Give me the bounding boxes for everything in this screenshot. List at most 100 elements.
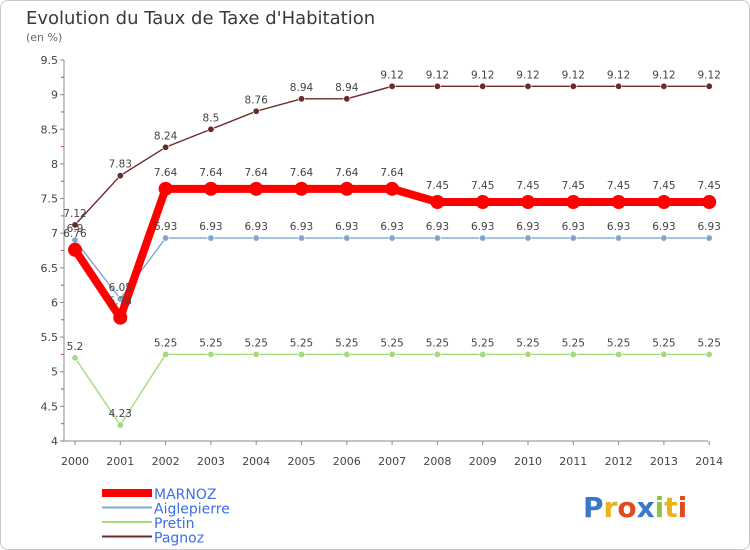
data-point-marnoz: [656, 195, 671, 210]
x-tick-label: 2008: [423, 455, 451, 468]
data-point-pretin: [71, 354, 79, 362]
data-label-pretin: 5.25: [607, 337, 630, 349]
data-label-pretin: 5.25: [516, 337, 539, 349]
data-label-pretin: 5.25: [380, 337, 403, 349]
data-point-pagnoz: [569, 82, 577, 90]
data-point-marnoz: [566, 195, 581, 210]
data-label-pagnoz: 9.12: [426, 69, 449, 81]
x-tick-label: 2000: [61, 455, 89, 468]
x-tick-label: 2013: [650, 455, 678, 468]
data-point-pretin: [207, 350, 215, 358]
data-label-pagnoz: 9.12: [380, 69, 403, 81]
data-point-aiglepierre: [252, 234, 260, 242]
data-point-pagnoz: [433, 82, 441, 90]
data-point-marnoz: [702, 195, 717, 210]
legend-label-marnoz: MARNOZ: [154, 487, 216, 503]
data-label-pretin: 5.25: [562, 337, 585, 349]
y-tick-label: 4: [51, 435, 58, 448]
series-line-aiglepierre: [74, 237, 710, 300]
data-label-aiglepierre: 6.93: [380, 221, 403, 233]
data-label-pagnoz: 9.12: [698, 69, 721, 81]
data-label-pretin: 4.23: [109, 408, 132, 420]
data-label-pagnoz: 8.94: [290, 82, 314, 94]
data-label-pretin: 5.25: [335, 337, 358, 349]
series-line-pretin: [74, 353, 710, 426]
data-label-aiglepierre: 6.93: [154, 221, 177, 233]
data-label-marnoz: 5.78: [109, 296, 132, 308]
data-label-pagnoz: 9.12: [471, 69, 494, 81]
data-point-pagnoz: [524, 82, 532, 90]
data-label-pagnoz: 8.24: [154, 130, 178, 142]
x-tick-label: 2006: [333, 455, 361, 468]
x-tick-label: 2002: [152, 455, 180, 468]
data-label-marnoz: 7.45: [516, 180, 539, 192]
data-label-aiglepierre: 6.9: [67, 223, 84, 235]
data-label-aiglepierre: 6.05: [109, 282, 132, 294]
data-point-pretin: [615, 350, 623, 358]
y-tick-label: 9: [51, 89, 58, 102]
data-point-pretin: [252, 350, 260, 358]
data-label-aiglepierre: 6.93: [290, 221, 313, 233]
data-label-pretin: 5.25: [290, 337, 313, 349]
data-point-pagnoz: [479, 82, 487, 90]
data-point-pagnoz: [388, 82, 396, 90]
x-tick-label: 2004: [242, 455, 270, 468]
data-point-aiglepierre: [207, 234, 215, 242]
y-tick-label: 7: [51, 227, 58, 240]
axes: 4 4.5 5 5.5 6 6.5 7 7.5 8 8.5 9 9.5 2000 2001 2002 2003…: [41, 54, 724, 468]
data-point-aiglepierre: [297, 234, 305, 242]
data-label-marnoz: 7.45: [471, 180, 494, 192]
data-point-pagnoz: [660, 82, 668, 90]
data-point-pagnoz: [162, 143, 170, 151]
data-point-marnoz: [294, 181, 309, 196]
data-label-marnoz: 7.45: [426, 180, 449, 192]
data-label-marnoz: 7.64: [245, 167, 269, 179]
data-label-aiglepierre: 6.93: [471, 221, 494, 233]
svg-text:Proxiti: Proxiti: [583, 491, 687, 524]
data-label-pagnoz: 9.12: [516, 69, 539, 81]
data-label-marnoz: 7.64: [380, 167, 404, 179]
data-label-pagnoz: 9.12: [562, 69, 585, 81]
data-point-aiglepierre: [343, 234, 351, 242]
data-point-pretin: [660, 350, 668, 358]
y-tick-label: 8.5: [41, 123, 59, 136]
data-point-pretin: [705, 350, 713, 358]
data-label-marnoz: 7.45: [562, 180, 585, 192]
data-point-pretin: [433, 350, 441, 358]
data-point-pagnoz: [71, 221, 79, 229]
data-labels: 7.12 7.83 8.24 8.5 8.76 8.94 8.94 9.12 9.12 9.12 9…: [63, 69, 721, 420]
x-tick-label: 2003: [197, 455, 225, 468]
data-point-marnoz: [203, 181, 218, 196]
data-point-pretin: [569, 350, 577, 358]
data-label-marnoz: 7.64: [199, 167, 223, 179]
x-tick-label: 2007: [378, 455, 406, 468]
data-point-pagnoz: [615, 82, 623, 90]
data-point-pretin: [162, 350, 170, 358]
logo-letter: t: [664, 491, 677, 524]
data-label-aiglepierre: 6.93: [245, 221, 268, 233]
data-label-aiglepierre: 6.93: [516, 221, 539, 233]
data-point-pagnoz: [343, 95, 351, 103]
data-point-pagnoz: [252, 107, 260, 115]
data-point-aiglepierre: [524, 234, 532, 242]
data-point-aiglepierre: [388, 234, 396, 242]
y-tick-label: 6.5: [41, 262, 59, 275]
data-label-marnoz: 6.76: [63, 228, 87, 240]
data-point-aiglepierre: [569, 234, 577, 242]
data-point-marnoz: [430, 195, 445, 210]
data-point-marnoz: [68, 242, 82, 257]
data-label-pretin: 5.25: [245, 337, 268, 349]
data-label-aiglepierre: 6.93: [199, 221, 222, 233]
logo-letter: o: [617, 491, 636, 524]
data-label-pretin: 5.25: [471, 337, 494, 349]
y-tick-label: 7.5: [41, 193, 59, 206]
data-point-marnoz: [521, 195, 535, 210]
logo-letter: x: [637, 491, 655, 524]
data-label-marnoz: 7.45: [698, 180, 721, 192]
logo-letter: i: [678, 491, 688, 524]
x-tick-label: 2001: [106, 455, 134, 468]
data-label-pagnoz: 8.5: [203, 112, 220, 124]
data-point-pagnoz: [705, 82, 713, 90]
data-label-pagnoz: 8.76: [245, 94, 269, 106]
